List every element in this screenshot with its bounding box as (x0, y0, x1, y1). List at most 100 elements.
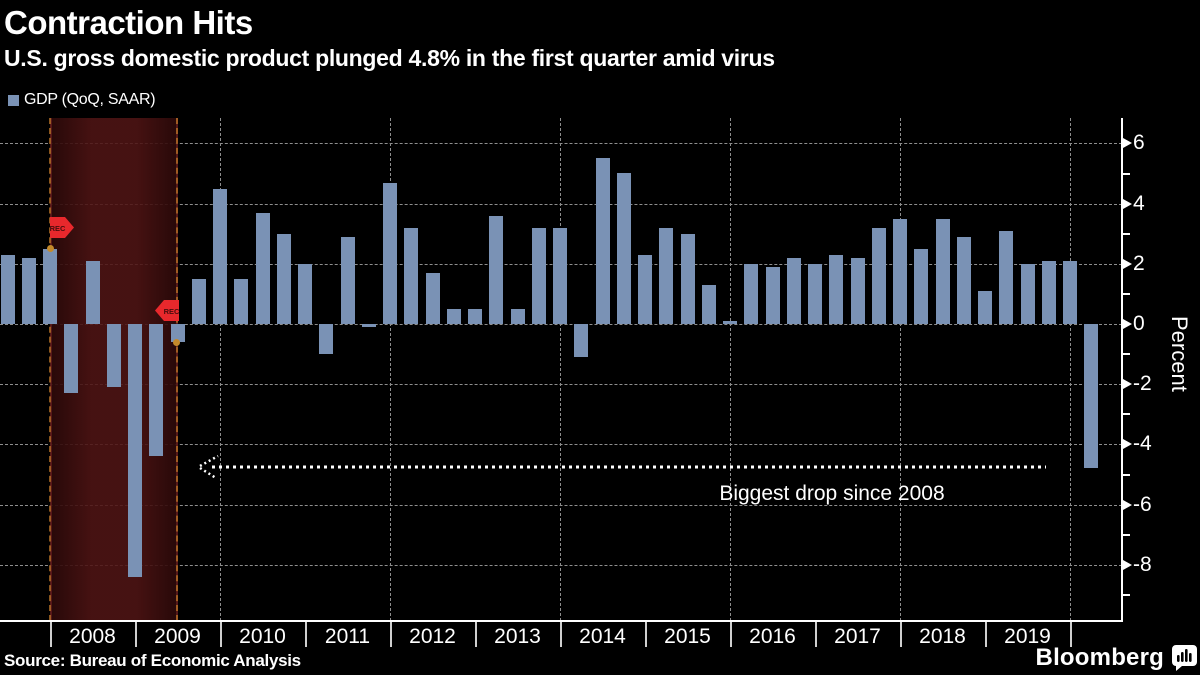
bar-2017-q4 (893, 219, 907, 324)
y-tick-label: 6 (1133, 131, 1145, 155)
bar-2016-q2 (765, 267, 780, 324)
y-tick-label: -6 (1133, 492, 1152, 516)
bloomberg-wordmark: Bloomberg (1035, 644, 1164, 671)
x-tick-label: 2016 (749, 625, 796, 648)
x-tick-label: 2011 (324, 625, 371, 648)
bar-2012-q2 (425, 273, 440, 324)
y-tick-label: -8 (1133, 552, 1152, 576)
x-year-tick (645, 622, 647, 647)
h-gridline (0, 564, 1122, 566)
x-year-tick (560, 622, 562, 647)
bar-2017-q1 (829, 255, 844, 324)
bar-2010-q2 (255, 213, 270, 324)
x-tick-label: 2019 (1004, 625, 1051, 648)
peak-marker-dot (46, 245, 54, 253)
bar-2013-q4 (553, 228, 567, 324)
bar-2007-q3 (21, 258, 36, 324)
x-year-tick (50, 622, 52, 647)
x-year-tick (815, 622, 817, 647)
x-year-tick (985, 622, 987, 647)
chart-subtitle: U.S. gross domestic product plunged 4.8%… (4, 45, 775, 71)
x-year-tick (135, 622, 137, 647)
y-minor-tick (1123, 533, 1130, 536)
recession-marker-line (49, 118, 51, 621)
annotation-text: Biggest drop since 2008 (719, 482, 945, 505)
recession-marker-line (176, 118, 178, 621)
bar-2013-q2 (510, 309, 525, 324)
x-year-tick (1070, 622, 1072, 647)
x-year-tick (475, 622, 477, 647)
bar-2012-q1 (404, 228, 419, 324)
x-tick-label: 2015 (664, 625, 711, 648)
y-major-tick (1123, 138, 1132, 149)
y-minor-tick (1123, 593, 1130, 596)
x-tick-label: 2009 (154, 625, 201, 648)
x-year-tick (305, 622, 307, 647)
h-gridline (0, 384, 1122, 386)
y-major-tick (1123, 439, 1132, 450)
h-gridline (0, 143, 1122, 145)
y-minor-tick (1123, 473, 1130, 476)
y-minor-tick (1123, 232, 1130, 235)
bar-2016-q3 (786, 258, 801, 324)
bar-2016-q1 (744, 264, 759, 324)
y-tick-label: 0 (1133, 312, 1145, 335)
y-major-tick (1123, 379, 1132, 390)
bar-2008-q4 (128, 324, 142, 577)
bar-2011-q2 (340, 237, 355, 324)
v-gridline (390, 118, 391, 621)
bar-2020-q1 (1084, 324, 1099, 468)
bar-2014-q3 (616, 173, 631, 324)
recession-band-edge (50, 118, 52, 621)
bar-2010-q4 (298, 264, 312, 324)
bar-2017-q3 (871, 228, 886, 324)
x-tick-label: 2017 (834, 625, 881, 648)
bar-2009-q3 (191, 279, 206, 324)
bar-2019-q2 (1020, 264, 1035, 324)
bar-2011-q1 (319, 324, 334, 354)
h-gridline (0, 324, 1122, 325)
bar-2018-q4 (978, 291, 992, 324)
bar-2009-q1 (149, 324, 164, 456)
x-tick-label: 2014 (579, 625, 626, 648)
v-gridline (1070, 118, 1071, 621)
y-axis-line (1121, 118, 1123, 622)
x-year-tick (730, 622, 732, 647)
bar-2008-q3 (106, 324, 121, 387)
bar-2013-q3 (531, 228, 546, 324)
y-major-tick (1123, 559, 1132, 570)
bar-2007-q2 (0, 255, 15, 324)
v-gridline (220, 118, 221, 621)
rec-start-flag: REC (50, 217, 74, 238)
bar-2019-q1 (999, 231, 1014, 324)
bar-2012-q3 (446, 309, 461, 324)
y-tick-label: -4 (1133, 432, 1152, 456)
x-tick-label: 2008 (69, 625, 116, 648)
bar-2018-q3 (956, 237, 971, 324)
x-tick-label: 2010 (239, 625, 286, 648)
bar-2015-q2 (680, 234, 695, 324)
y-tick-label: -2 (1133, 372, 1152, 396)
bar-2015-q4 (723, 321, 737, 324)
x-year-tick (900, 622, 902, 647)
bar-2018-q2 (935, 219, 950, 324)
y-minor-tick (1123, 413, 1130, 416)
v-gridline (900, 118, 901, 621)
h-gridline (0, 504, 1122, 506)
bar-2013-q1 (489, 216, 504, 324)
bar-2007-q4 (43, 249, 57, 324)
y-major-tick (1123, 319, 1132, 329)
bar-2019-q4 (1063, 261, 1077, 324)
chart-title: Contraction Hits (4, 4, 253, 41)
bar-2017-q2 (850, 258, 865, 324)
source-note: Source: Bureau of Economic Analysis (4, 651, 301, 670)
bar-2019-q3 (1041, 261, 1056, 324)
legend-swatch (8, 94, 19, 106)
x-tick-label: 2013 (494, 625, 541, 648)
x-year-tick (220, 622, 222, 647)
h-gridline (0, 203, 1122, 205)
y-minor-tick (1123, 353, 1130, 356)
annotation-line (199, 454, 1046, 480)
